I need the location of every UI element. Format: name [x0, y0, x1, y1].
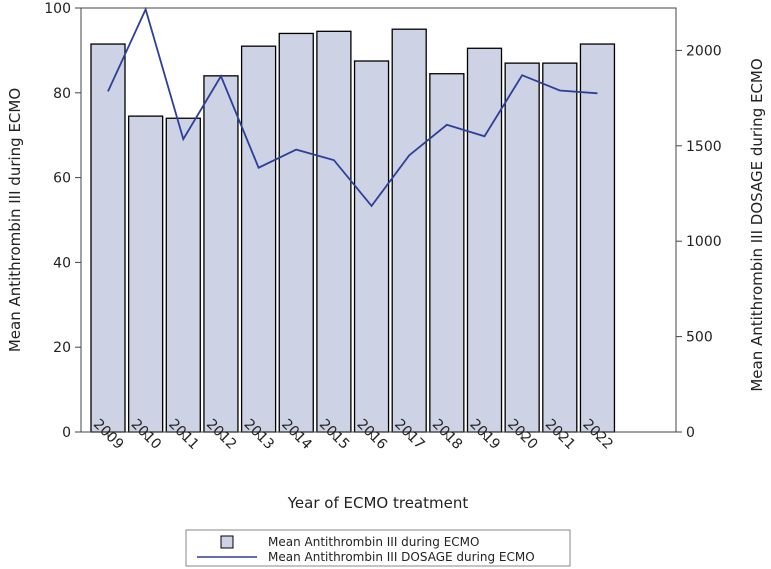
right-tick-label: 500: [686, 330, 713, 346]
bar-2021: [542, 62, 578, 433]
bars-group: [90, 28, 616, 433]
left-tick-label: 100: [44, 1, 71, 17]
bar-2013: [240, 45, 277, 433]
bar-2011: [165, 117, 201, 433]
right-axis-title: Mean Antithrombin III DOSAGE during ECMO: [748, 58, 766, 391]
bar-2010: [127, 115, 164, 433]
right-tick-label: 1500: [686, 139, 722, 155]
legend-bar-swatch: [220, 535, 234, 549]
left-tick-label: 60: [53, 171, 71, 187]
x-axis-title: Year of ECMO treatment: [287, 494, 469, 512]
right-tick-label: 0: [686, 425, 695, 441]
right-tick-label: 2000: [686, 43, 722, 59]
bar-2012: [203, 75, 239, 433]
line-series-group: [107, 6, 598, 208]
left-tick-label: 0: [62, 425, 71, 441]
left-tick-label: 20: [53, 340, 71, 356]
bar-2022: [579, 43, 616, 433]
legend-line-label: Mean Antithrombin III DOSAGE during ECMO: [268, 550, 535, 564]
right-tick-label: 1000: [686, 234, 722, 250]
bar-2016: [353, 60, 390, 433]
bar-2014: [278, 32, 314, 433]
right-axis: 0 500 1000 1500 2000: [676, 43, 722, 441]
bar-2017: [391, 28, 427, 433]
left-tick-label: 40: [53, 255, 71, 271]
legend-frame: [185, 529, 571, 567]
plot-frame: [80, 7, 677, 433]
bar-2018: [429, 73, 465, 433]
bar-2020: [504, 62, 540, 433]
dosage-line: [107, 6, 598, 208]
left-tick-label: 80: [53, 86, 71, 102]
left-axis-title: Mean Antithrombin III during ECMO: [6, 88, 24, 352]
legend-bar-label: Mean Antithrombin III during ECMO: [268, 535, 479, 549]
legend: Mean Antithrombin III during ECMO Mean A…: [185, 529, 571, 567]
bar-2009: [90, 43, 126, 433]
bar-2019: [466, 47, 503, 433]
left-axis: 0 20 40 60 80 100: [44, 1, 81, 441]
bar-2015: [316, 30, 352, 433]
